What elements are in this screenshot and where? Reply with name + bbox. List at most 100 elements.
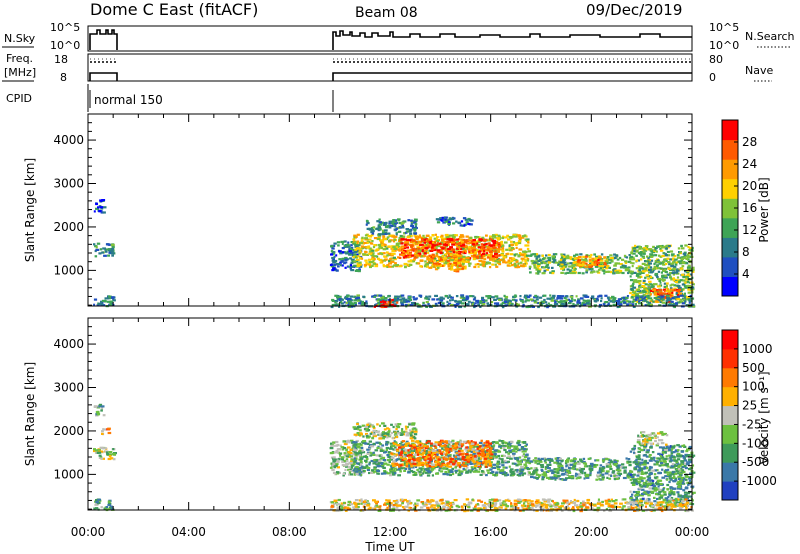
data-cell bbox=[348, 471, 352, 474]
data-cell bbox=[569, 295, 574, 298]
data-cell bbox=[648, 280, 652, 283]
data-cell bbox=[413, 234, 416, 237]
data-cell bbox=[480, 462, 483, 465]
data-cell bbox=[653, 293, 657, 296]
data-cell bbox=[619, 256, 622, 260]
data-cell bbox=[482, 238, 485, 241]
data-cell bbox=[422, 301, 425, 304]
data-cell bbox=[430, 260, 433, 263]
data-cell bbox=[487, 449, 492, 452]
data-cell bbox=[666, 294, 670, 297]
data-cell bbox=[551, 255, 556, 258]
data-cell bbox=[336, 466, 340, 469]
data-cell bbox=[518, 472, 522, 475]
data-cell bbox=[688, 274, 691, 278]
data-cell bbox=[455, 270, 460, 273]
data-cell bbox=[424, 247, 428, 250]
cpid-row: CPID normal 150 bbox=[6, 84, 334, 112]
data-cell bbox=[490, 445, 495, 448]
data-cell bbox=[469, 249, 472, 252]
data-cell bbox=[440, 249, 443, 252]
data-cell bbox=[441, 254, 444, 258]
data-cell bbox=[435, 252, 438, 255]
data-cell bbox=[496, 237, 501, 240]
data-cell bbox=[345, 252, 349, 255]
data-cell bbox=[614, 300, 618, 303]
data-cell bbox=[677, 285, 681, 288]
data-cell bbox=[621, 264, 624, 267]
data-cell bbox=[672, 277, 675, 280]
data-cell bbox=[420, 472, 425, 475]
data-cell bbox=[492, 257, 495, 260]
data-cell bbox=[476, 236, 479, 239]
data-cell bbox=[496, 254, 500, 257]
data-cell bbox=[647, 258, 651, 262]
data-cell bbox=[622, 299, 626, 302]
data-cell bbox=[444, 219, 447, 222]
data-cell bbox=[518, 237, 522, 240]
data-cell bbox=[671, 257, 675, 260]
data-cell bbox=[376, 446, 380, 449]
data-cell bbox=[381, 305, 384, 309]
data-cell bbox=[355, 235, 358, 238]
data-cell bbox=[684, 286, 689, 289]
data-cell bbox=[468, 457, 472, 461]
data-cell bbox=[533, 266, 537, 269]
data-cell bbox=[457, 469, 461, 472]
data-cell bbox=[435, 472, 439, 475]
data-cell bbox=[648, 262, 652, 265]
data-cell bbox=[400, 223, 404, 226]
data-cell bbox=[394, 295, 398, 298]
data-cell bbox=[419, 294, 423, 297]
data-cell bbox=[449, 238, 454, 241]
data-cell bbox=[112, 448, 115, 451]
data-cell bbox=[492, 246, 496, 250]
data-cell bbox=[551, 266, 554, 269]
data-cell bbox=[387, 253, 392, 256]
data-cell bbox=[619, 303, 623, 306]
data-cell bbox=[100, 304, 104, 307]
data-cell bbox=[649, 283, 652, 286]
data-cell bbox=[406, 246, 409, 249]
data-cell bbox=[485, 234, 488, 237]
data-cell bbox=[333, 451, 336, 454]
data-cell bbox=[519, 460, 523, 463]
data-cell bbox=[353, 241, 357, 244]
data-cell bbox=[509, 301, 512, 305]
data-cell bbox=[398, 458, 402, 461]
data-cell bbox=[353, 460, 357, 463]
data-cell bbox=[496, 248, 501, 251]
data-cell bbox=[604, 260, 609, 263]
data-cell bbox=[398, 455, 402, 459]
data-cell bbox=[384, 258, 388, 261]
data-cell bbox=[100, 211, 104, 214]
data-cell bbox=[685, 304, 689, 307]
data-cell bbox=[462, 242, 465, 245]
data-cell bbox=[552, 260, 555, 263]
data-cell bbox=[353, 457, 356, 460]
data-cell bbox=[485, 465, 488, 468]
data-cell bbox=[688, 299, 691, 302]
data-cell bbox=[525, 461, 529, 464]
data-cell bbox=[425, 455, 430, 458]
data-cell bbox=[670, 278, 673, 281]
data-cell bbox=[359, 263, 362, 266]
data-cell bbox=[331, 444, 335, 447]
data-cell bbox=[672, 261, 676, 264]
data-cell bbox=[470, 466, 474, 469]
data-cell bbox=[456, 268, 461, 271]
data-cell bbox=[650, 255, 654, 258]
data-cell bbox=[546, 306, 549, 309]
data-cell bbox=[435, 254, 439, 257]
data-cell bbox=[654, 247, 658, 250]
data-cell bbox=[516, 441, 521, 444]
data-cell bbox=[622, 298, 626, 301]
data-cell bbox=[434, 239, 438, 243]
data-cell bbox=[383, 232, 388, 235]
data-cell bbox=[650, 250, 654, 253]
data-cell bbox=[376, 469, 381, 472]
data-cell bbox=[568, 265, 572, 268]
data-cell bbox=[458, 453, 461, 456]
data-cell bbox=[661, 292, 665, 295]
data-cell bbox=[481, 264, 485, 267]
